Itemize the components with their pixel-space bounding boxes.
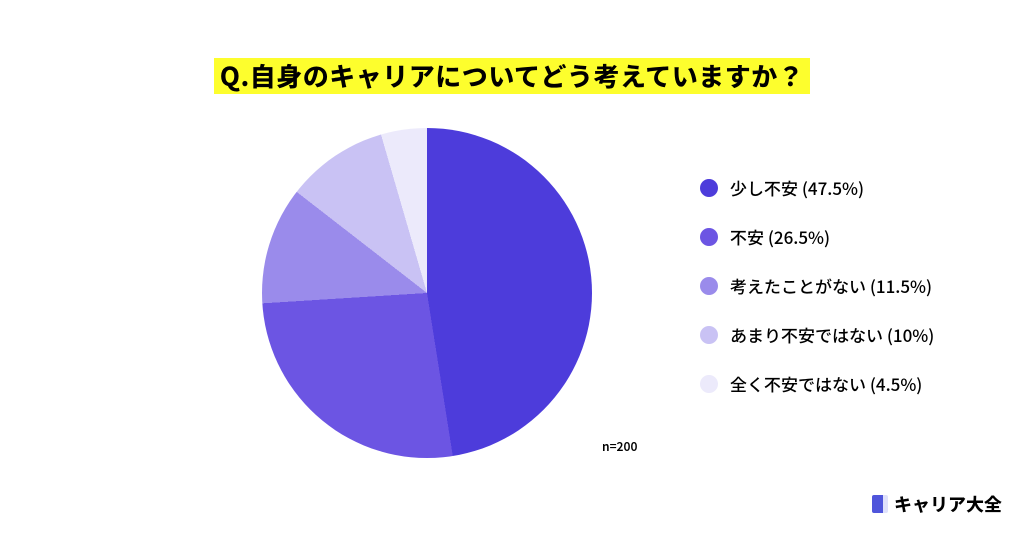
brand-badge: キャリア大全 — [872, 491, 1002, 517]
pie-chart — [262, 128, 592, 458]
legend-label: 不安 (26.5%) — [730, 224, 830, 249]
legend: 少し不安 (47.5%) 不安 (26.5%) 考えたことがない (11.5%)… — [700, 175, 934, 396]
chart-title: Q.自身のキャリアについてどう考えていますか？ — [214, 58, 810, 94]
legend-label: あまり不安ではない (10%) — [730, 322, 934, 347]
title-wrap: Q.自身のキャリアについてどう考えていますか？ — [0, 58, 1024, 94]
legend-item: 考えたことがない (11.5%) — [700, 273, 934, 298]
brand-book-icon — [872, 495, 888, 513]
legend-swatch-icon — [700, 326, 718, 344]
chart-canvas: Q.自身のキャリアについてどう考えていますか？ 少し不安 (47.5%) 不安 … — [0, 0, 1024, 535]
legend-label: 全く不安ではない (4.5%) — [730, 371, 922, 396]
legend-item: 全く不安ではない (4.5%) — [700, 371, 934, 396]
brand-text: キャリア大全 — [894, 491, 1002, 517]
legend-item: 不安 (26.5%) — [700, 224, 934, 249]
pie-slices — [262, 128, 592, 458]
legend-label: 少し不安 (47.5%) — [730, 175, 864, 200]
legend-swatch-icon — [700, 228, 718, 246]
legend-item: 少し不安 (47.5%) — [700, 175, 934, 200]
legend-item: あまり不安ではない (10%) — [700, 322, 934, 347]
legend-swatch-icon — [700, 277, 718, 295]
sample-size-label: n=200 — [602, 438, 637, 455]
legend-swatch-icon — [700, 375, 718, 393]
legend-swatch-icon — [700, 179, 718, 197]
legend-label: 考えたことがない (11.5%) — [730, 273, 932, 298]
